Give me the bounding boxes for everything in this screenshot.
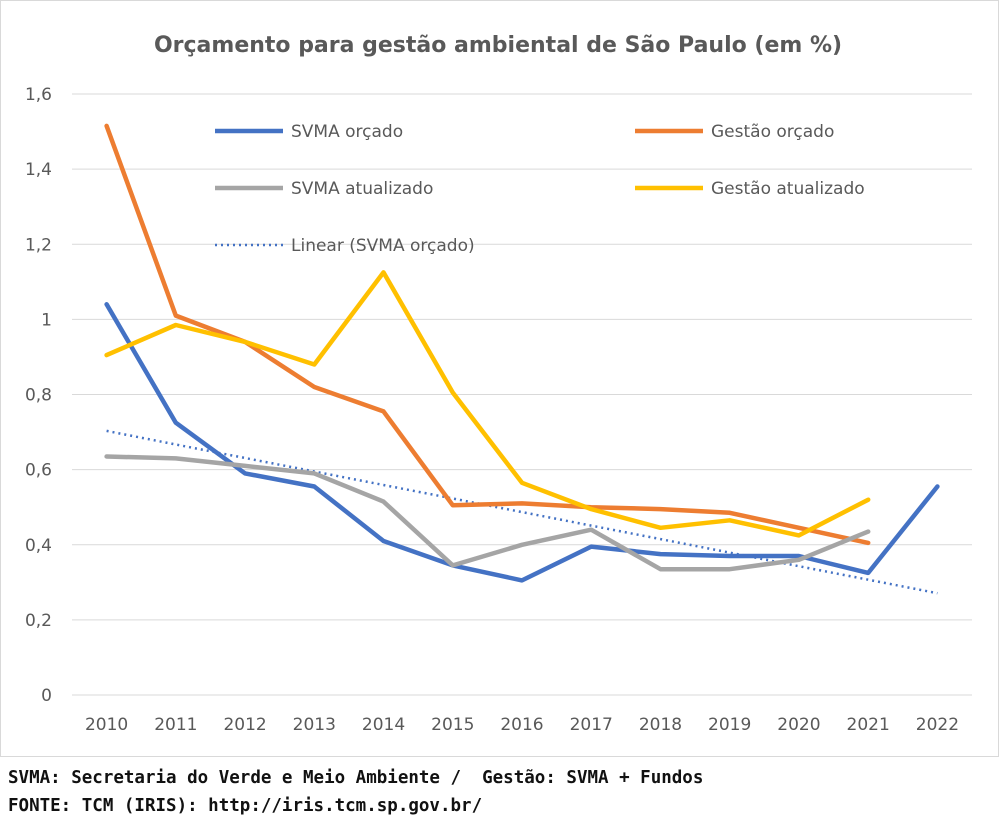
x-tick-label: 2011 bbox=[154, 715, 197, 735]
x-tick-label: 2016 bbox=[500, 715, 543, 735]
y-tick-label: 1,6 bbox=[25, 85, 52, 105]
x-tick-label: 2015 bbox=[431, 715, 474, 735]
x-tick-label: 2019 bbox=[708, 715, 751, 735]
y-tick-label: 0,4 bbox=[25, 536, 52, 556]
line-chart: Orçamento para gestão ambiental de São P… bbox=[25, 33, 972, 735]
y-tick-label: 0,2 bbox=[25, 611, 52, 631]
series-line bbox=[104, 302, 940, 583]
y-tick-label: 1,4 bbox=[25, 160, 52, 180]
x-tick-label: 2010 bbox=[85, 715, 128, 735]
footer-line-source: FONTE: TCM (IRIS): http://iris.tcm.sp.go… bbox=[8, 796, 483, 816]
legend-label: Gestão atualizado bbox=[711, 179, 865, 199]
legend-label: SVMA atualizado bbox=[291, 179, 433, 199]
series-lines bbox=[104, 123, 940, 595]
series-line bbox=[104, 270, 871, 538]
y-tick-label: 1 bbox=[41, 310, 52, 330]
x-tick-label: 2021 bbox=[847, 715, 890, 735]
series-line bbox=[106, 429, 938, 595]
x-axis: 2010 2011 2012 2013 2014 2015 2016 2017 2018 2019… bbox=[85, 715, 959, 735]
y-tick-label: 0,8 bbox=[25, 386, 52, 406]
legend-label: SVMA orçado bbox=[291, 122, 403, 142]
x-tick-label: 2022 bbox=[916, 715, 959, 735]
footer-line-definitions: SVMA: Secretaria do Verde e Meio Ambient… bbox=[8, 768, 704, 788]
grid-lines bbox=[72, 93, 972, 696]
chart-title: Orçamento para gestão ambiental de São P… bbox=[154, 33, 842, 58]
legend: SVMA orçado Gestão orçado SVMA atualizado G… bbox=[215, 122, 865, 256]
x-tick-label: 2012 bbox=[223, 715, 266, 735]
y-axis: 0 0,2 0,4 0,6 0,8 1 1,2 1,4 1,6 bbox=[25, 85, 52, 706]
x-tick-label: 2018 bbox=[639, 715, 682, 735]
series-line bbox=[104, 454, 871, 572]
x-tick-label: 2013 bbox=[293, 715, 336, 735]
x-tick-label: 2020 bbox=[777, 715, 820, 735]
y-tick-label: 0,6 bbox=[25, 461, 52, 481]
footer-notes: SVMA: Secretaria do Verde e Meio Ambient… bbox=[8, 764, 703, 820]
legend-label: Linear (SVMA orçado) bbox=[291, 236, 475, 256]
y-tick-label: 0 bbox=[41, 686, 52, 706]
y-tick-label: 1,2 bbox=[25, 235, 52, 255]
legend-label: Gestão orçado bbox=[711, 122, 834, 142]
chart-area bbox=[0, 0, 999, 757]
x-tick-label: 2014 bbox=[362, 715, 405, 735]
x-tick-label: 2017 bbox=[570, 715, 613, 735]
